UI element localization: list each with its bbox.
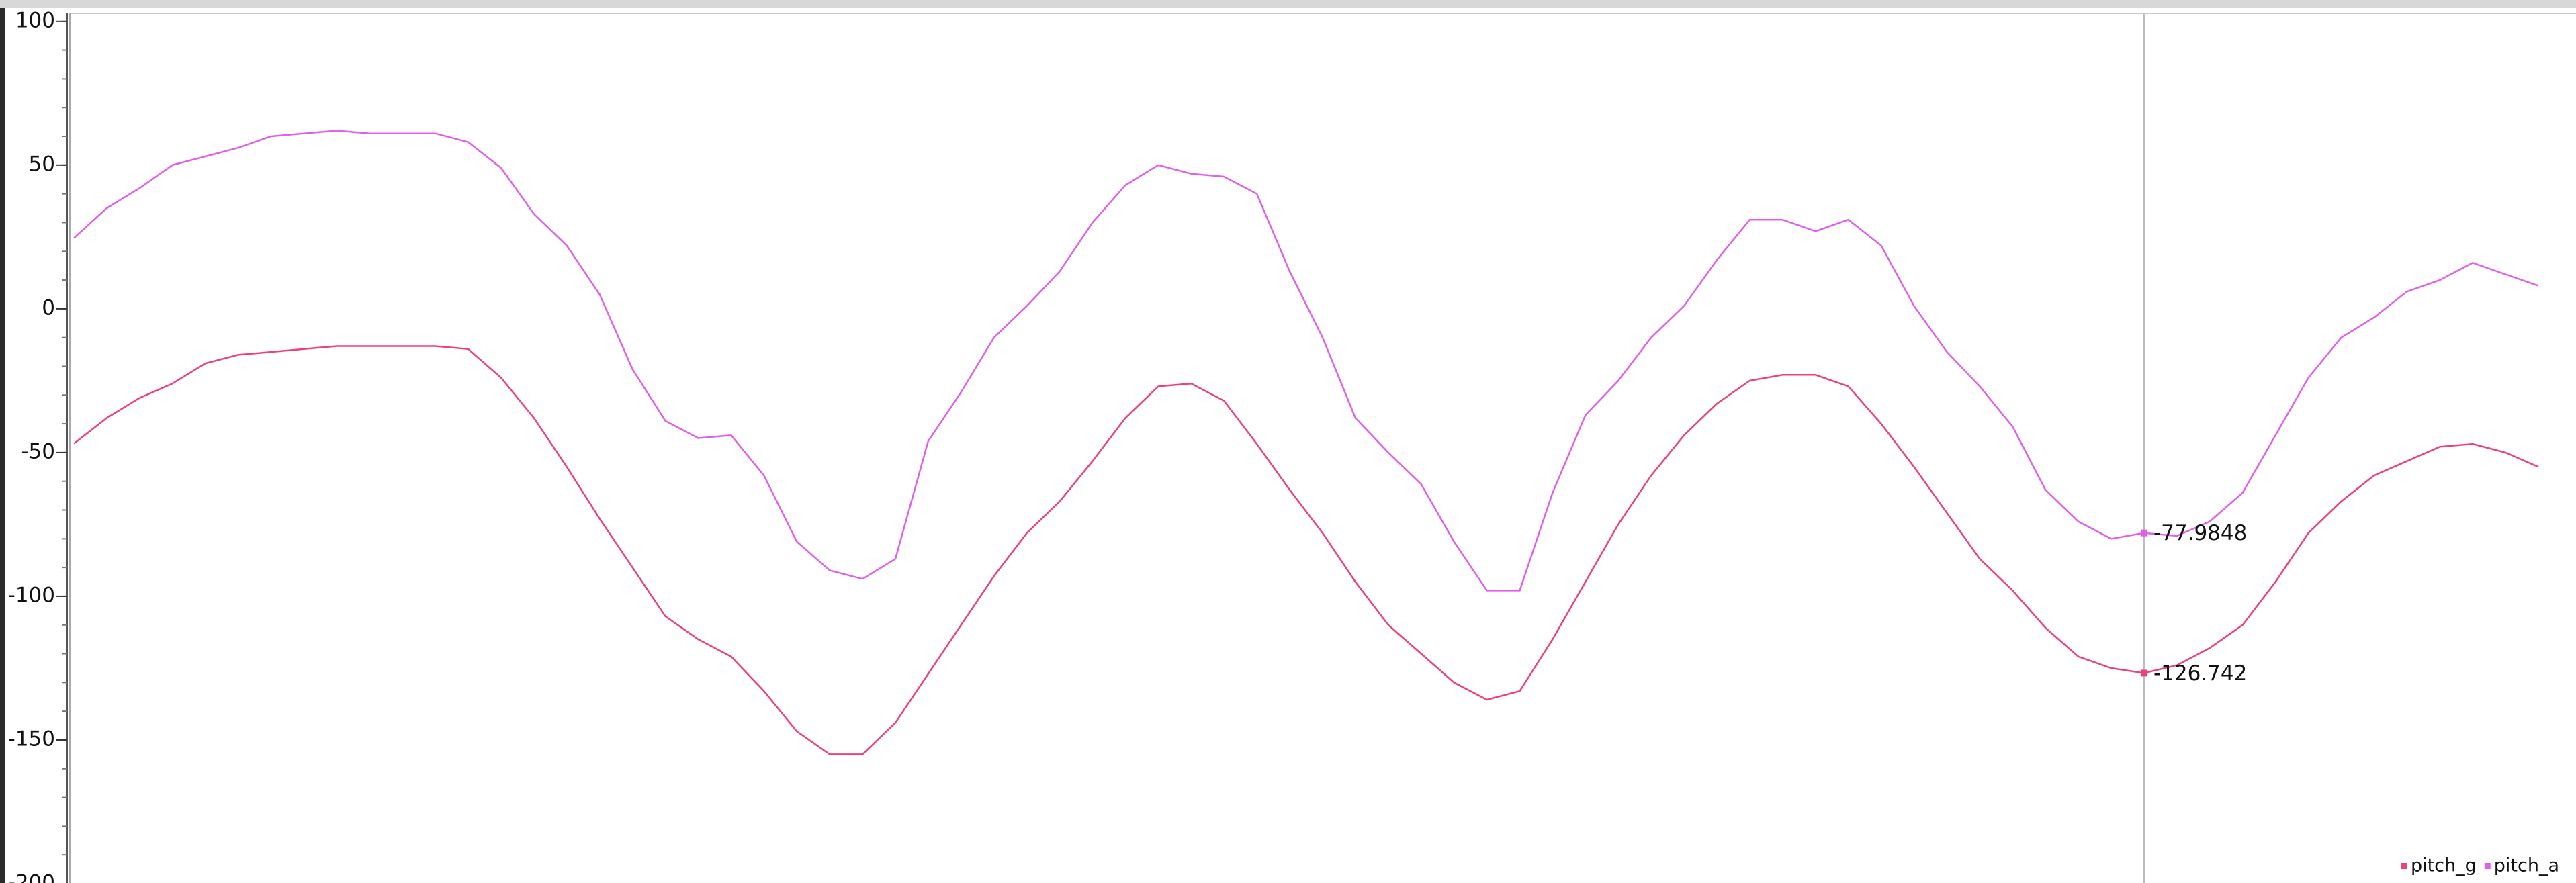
legend-label: pitch_a: [2494, 855, 2559, 876]
y-tick-label: 50: [29, 152, 55, 176]
y-tick-label: -50: [21, 439, 55, 463]
series-line: [73, 130, 2539, 592]
window-edge: [0, 0, 5, 883]
series-line: [73, 345, 2539, 755]
cursor-point: [2140, 669, 2147, 677]
legend-label: pitch_g: [2411, 855, 2477, 876]
legend-swatch: [2484, 863, 2491, 869]
y-tick-label: -150: [8, 727, 55, 751]
y-tick-label: 0: [42, 295, 55, 320]
y-tick-label: -100: [8, 583, 55, 607]
cursor-point: [2140, 529, 2147, 537]
y-tick-label: -200: [8, 871, 55, 883]
y-tick-label: 100: [15, 8, 55, 32]
cursor-value: -126.742: [2153, 661, 2247, 686]
cursor-value: -77.9848: [2153, 521, 2247, 545]
legend-swatch: [2401, 863, 2407, 869]
